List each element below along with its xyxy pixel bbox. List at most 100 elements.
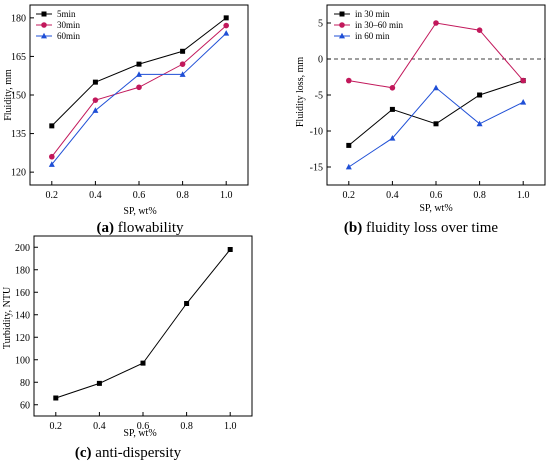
panel-b-data-point [345,163,352,170]
panel-b-legend-label: in 30–60 min [355,20,404,30]
panel-a-data-point [92,79,98,85]
panel-b-data-point [520,77,526,84]
panel-a-legend-marker [41,11,47,17]
panel-b-x-ticks: 0.2 0.4 0.6 0.8 1.0 [343,181,530,201]
panel-a-series-line-3 [51,32,227,165]
panel-b-caption-text: fluidity loss over time [362,220,498,236]
panel-b-y-tick-label: -10 [310,127,323,138]
panel-c-data-point [184,301,190,306]
panel-a-data-point [136,84,142,91]
panel-b-data-point [346,77,352,84]
panel-a-data-point [92,107,99,113]
panel-b-data-point [433,121,439,127]
panel-c-data-point [140,360,146,366]
panel-a-x-ticks: 0.2 0.4 0.6 0.8 1.0 [46,181,233,201]
panel-a-data-point [48,161,55,167]
panel-a-data-point [179,71,186,77]
panel-a-x-tick-label: 1.0 [220,190,233,201]
panel-c-y-tick-label: 60 [20,400,30,411]
panel-c-y-tick-label: 120 [15,333,30,344]
panel-b-x-axis-label: SP, wt% [419,203,452,214]
panel-a-data-point [179,61,186,67]
panel-a-series-line-2 [51,25,227,158]
panel-b-data-point [520,99,527,105]
panel-c-x-ticks: 0.2 0.4 0.6 0.8 1.0 [50,412,237,432]
panel-b-caption: (b) fluidity loss over time [344,220,499,236]
panel-b-data-point [433,20,439,26]
panel-c-y-tick-label: 180 [15,265,30,276]
panel-b-data-point [346,142,352,148]
panel-a-caption-letter: (a) [96,220,114,236]
panel-a-y-tick-label: 180 [11,13,26,24]
panel-c-x-tick-label: 1.0 [224,421,237,432]
panel-b-data-point [476,120,483,127]
panel-c-y-tick-label: 80 [20,378,30,389]
panel-a-legend-label: 30min [57,20,81,30]
panel-c-y-axis-label: Turbidity, NTU [2,286,13,349]
panel-b-data-point [389,85,396,91]
panel-c-caption: (c) anti-dispersity [75,445,182,461]
panel-c-series-line-1 [55,249,231,399]
panel-a-y-tick-label: 120 [11,168,26,179]
panel-a-caption-text: flowability [114,220,184,236]
panel-b-x-tick-label: 0.6 [430,190,443,201]
panel-a-x-tick-label: 0.2 [46,190,59,201]
panel-a-x-axis-label: SP, wt% [123,206,156,217]
panel-b-data-point [477,92,483,98]
panel-c-series [53,247,233,401]
panel-c-x-tick-label: 0.6 [137,421,150,432]
panel-c-data-point [227,247,233,252]
panel-c-y-ticks: 60 80 100 120 140 160 180 200 [15,243,38,411]
panel-b-series [345,20,527,170]
panel-c-y-tick-label: 140 [15,310,30,321]
panel-b-data-point [476,27,483,33]
panel-b-x-tick-label: 0.2 [343,190,356,201]
panel-c: 60 80 100 120 140 160 180 200 0.2 0.4 0.6 0.8 1.0 S… [2,235,253,461]
panel-b-data-point [389,135,396,141]
panel-c-caption-text: anti-dispersity [92,445,182,461]
panel-c-y-tick-label: 100 [15,355,30,366]
panel-c-y-tick-label: 200 [15,243,30,254]
panel-a-data-point [49,123,55,129]
panel-a-data-point [92,97,99,103]
panel-a-y-tick-label: 150 [11,91,26,102]
panel-b-legend-marker [339,11,345,17]
panel-c-data-point [96,380,102,386]
panel-a: 120 135 150 165 180 0.2 0.4 0.6 0.8 1.0 5min30mi… [3,4,249,236]
panel-b-y-tick-label: -5 [315,91,323,102]
panel-b-y-tick-label: 0 [318,55,323,66]
panel-a-y-axis-label: Fluidity, mm [3,69,14,121]
panel-a-data-point [136,61,142,67]
panel-b-x-tick-label: 0.4 [386,190,399,201]
panel-a-legend-marker [41,32,47,39]
panel-b-legend-marker [339,22,345,28]
panel-b-caption-letter: (b) [344,220,362,236]
panel-b-x-tick-label: 0.8 [473,190,486,201]
panel-b-series-line-1 [348,80,524,146]
panel-a-legend-marker [41,22,47,28]
panel-c-x-tick-label: 0.8 [180,421,193,432]
panel-b-y-ticks: 5 0 -5 -10 -15 [310,19,331,174]
panel-b-data-point [433,84,439,91]
panel-a-data-point [223,30,230,36]
panel-a-caption: (a) flowability [96,220,184,236]
panel-a-x-tick-label: 0.4 [89,190,102,201]
panel-a-data-point [136,71,142,77]
panel-c-x-axis-label: SP, wt% [123,428,156,439]
panel-c-x-tick-label: 0.4 [93,421,106,432]
panel-b-x-tick-label: 1.0 [517,190,530,201]
panel-b-legend-label: in 30 min [355,9,390,19]
panel-a-series [48,15,230,167]
panel-c-caption-letter: (c) [75,445,92,461]
panel-c-data-point [53,395,59,401]
panel-c-x-tick-label: 0.2 [50,421,63,432]
panel-a-legend-label: 5min [57,9,76,19]
panel-a-y-tick-label: 135 [11,129,26,140]
panel-b-data-point [389,106,395,112]
panel-b-legend-label: in 60 min [355,31,390,41]
panel-a-data-point [223,15,229,21]
